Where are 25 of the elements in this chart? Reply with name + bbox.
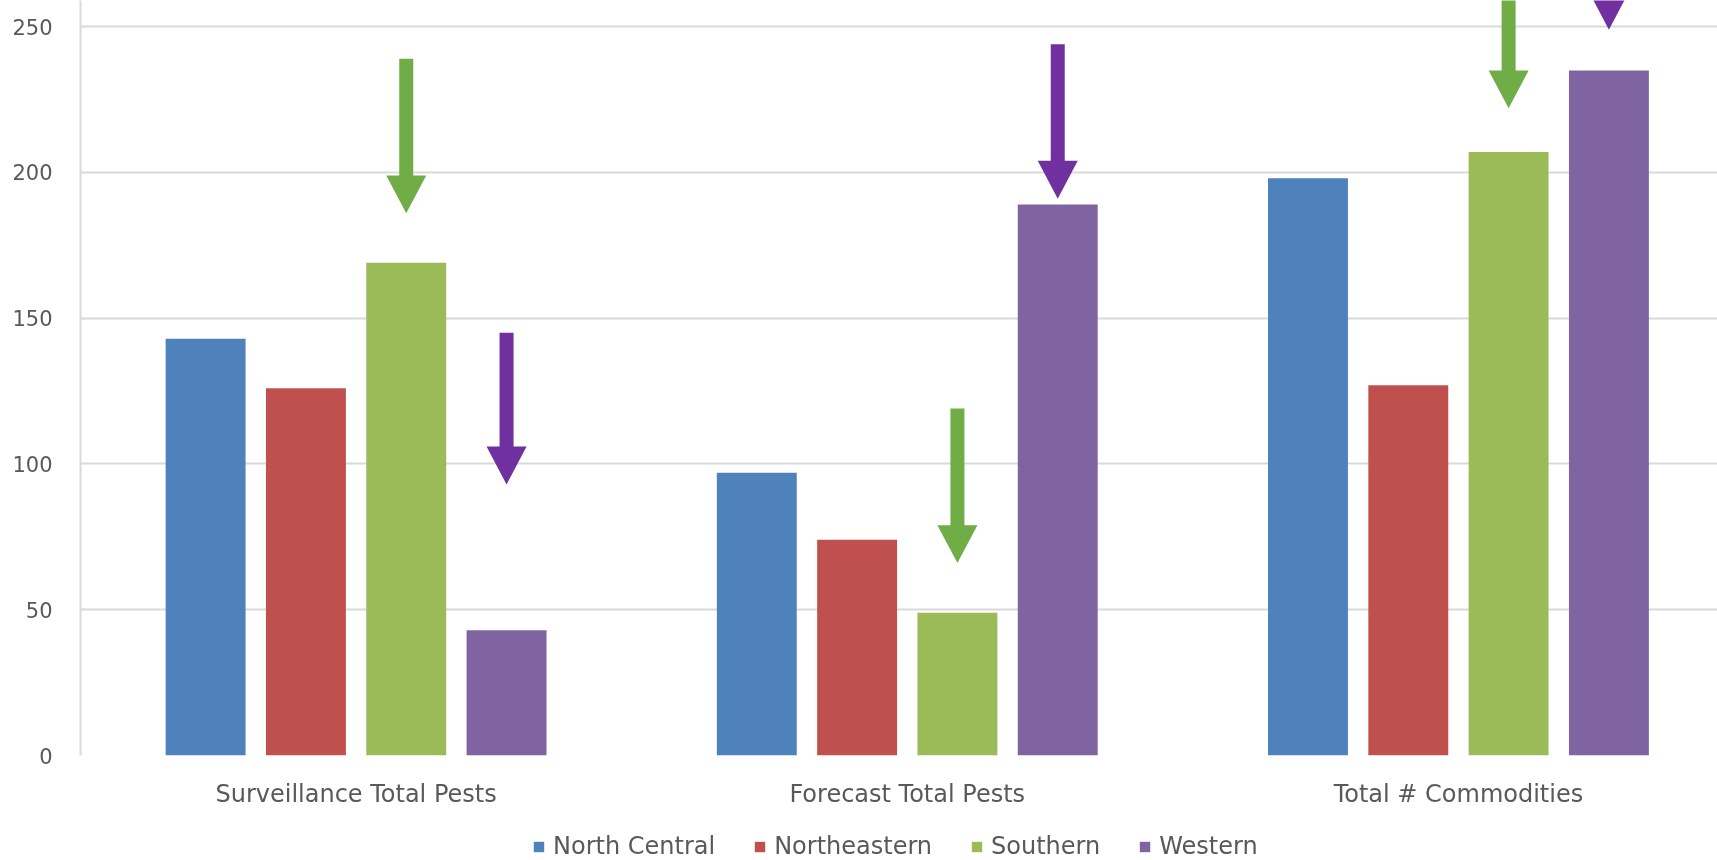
- legend-label: Southern: [991, 832, 1101, 860]
- bar: [1568, 70, 1649, 756]
- bar: [1368, 385, 1449, 756]
- bar: [165, 338, 246, 756]
- y-tick-label: 0: [39, 744, 53, 769]
- legend-label: Northeastern: [774, 832, 933, 860]
- bar: [466, 630, 547, 756]
- y-tick-label: 100: [12, 452, 53, 477]
- y-tick-label: 200: [12, 161, 53, 186]
- bar: [917, 612, 998, 756]
- y-tick-label: 250: [12, 15, 53, 40]
- y-tick-label: 150: [12, 307, 53, 332]
- bar: [716, 472, 797, 756]
- bar: [1468, 152, 1549, 756]
- bar: [817, 539, 898, 756]
- bar: [265, 388, 346, 756]
- bar: [1268, 178, 1348, 756]
- legend-label: North Central: [553, 832, 716, 860]
- y-tick-label: 50: [25, 598, 53, 623]
- legend-label: Western: [1159, 832, 1258, 860]
- x-tick-label: Total # Commodities: [1332, 779, 1584, 808]
- x-tick-label: Surveillance Total Pests: [215, 779, 497, 808]
- bar: [1017, 204, 1098, 756]
- bar: [366, 262, 447, 756]
- x-tick-label: Forecast Total Pests: [789, 779, 1026, 808]
